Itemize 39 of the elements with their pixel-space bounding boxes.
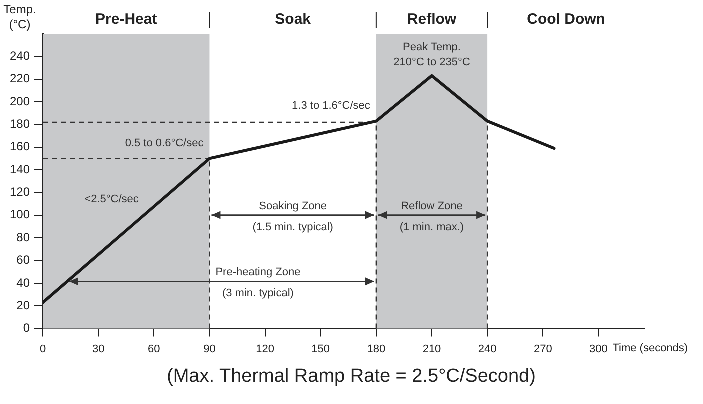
y-tick-label: 100 bbox=[10, 208, 30, 222]
y-tick-label: 40 bbox=[16, 276, 30, 290]
y-tick-label: 160 bbox=[10, 140, 30, 154]
x-tick-label: 240 bbox=[478, 343, 497, 356]
annotation: Reflow Zone (1 min. max.) bbox=[400, 200, 464, 234]
text: Cool Down bbox=[527, 11, 606, 28]
x-tick-label: 270 bbox=[534, 343, 552, 356]
y-tick-label: 120 bbox=[10, 185, 30, 200]
y-tick-label: 200 bbox=[10, 94, 30, 108]
annotation: Pre-heating Zone (3 min. typical) bbox=[216, 266, 301, 300]
y-tick-label: 20 bbox=[16, 298, 30, 312]
y-tick-label: 80 bbox=[16, 230, 30, 244]
annotation: 0.5 to 0.6°C/sec bbox=[125, 137, 204, 150]
annotation: 210°C to 235°C bbox=[394, 56, 470, 68]
x-tick-label: 30 bbox=[92, 343, 105, 356]
y-tick-label: 220 bbox=[10, 72, 30, 86]
y-tick-label: 60 bbox=[16, 253, 30, 268]
band-label: Reflow bbox=[407, 11, 457, 28]
y-tick-label: 240 bbox=[10, 48, 30, 63]
annotation: 1.3 to 1.6°C/sec bbox=[292, 100, 371, 112]
y-axis-title: Temp. (°C) bbox=[4, 2, 36, 32]
x-tick-label: 0 bbox=[40, 343, 46, 356]
x-tick-label: 90 bbox=[204, 343, 216, 356]
x-axis-title: Time (seconds) bbox=[612, 342, 688, 354]
x-tick-label: 150 bbox=[312, 343, 330, 356]
annotation: <2.5°C/sec bbox=[84, 193, 140, 206]
y-tick-label: 0 bbox=[23, 321, 30, 336]
y-tick-label: 180 bbox=[10, 117, 30, 132]
annotation: Peak Temp. bbox=[403, 41, 461, 54]
annotation: Soaking Zone (1.5 min. typical) bbox=[252, 200, 334, 234]
x-tick-label: 210 bbox=[422, 343, 442, 356]
band-label: Pre-Heat bbox=[96, 11, 158, 28]
text: (Max. Thermal Ramp Rate = 2.5°C/Second) bbox=[166, 366, 537, 388]
x-tick-label: 120 bbox=[256, 343, 274, 356]
y-tick-label: 140 bbox=[10, 162, 30, 176]
text: Soak bbox=[275, 11, 312, 28]
x-tick-label: 60 bbox=[148, 343, 160, 356]
x-tick-label: 180 bbox=[367, 343, 386, 356]
x-tick-label: 300 bbox=[590, 343, 608, 356]
